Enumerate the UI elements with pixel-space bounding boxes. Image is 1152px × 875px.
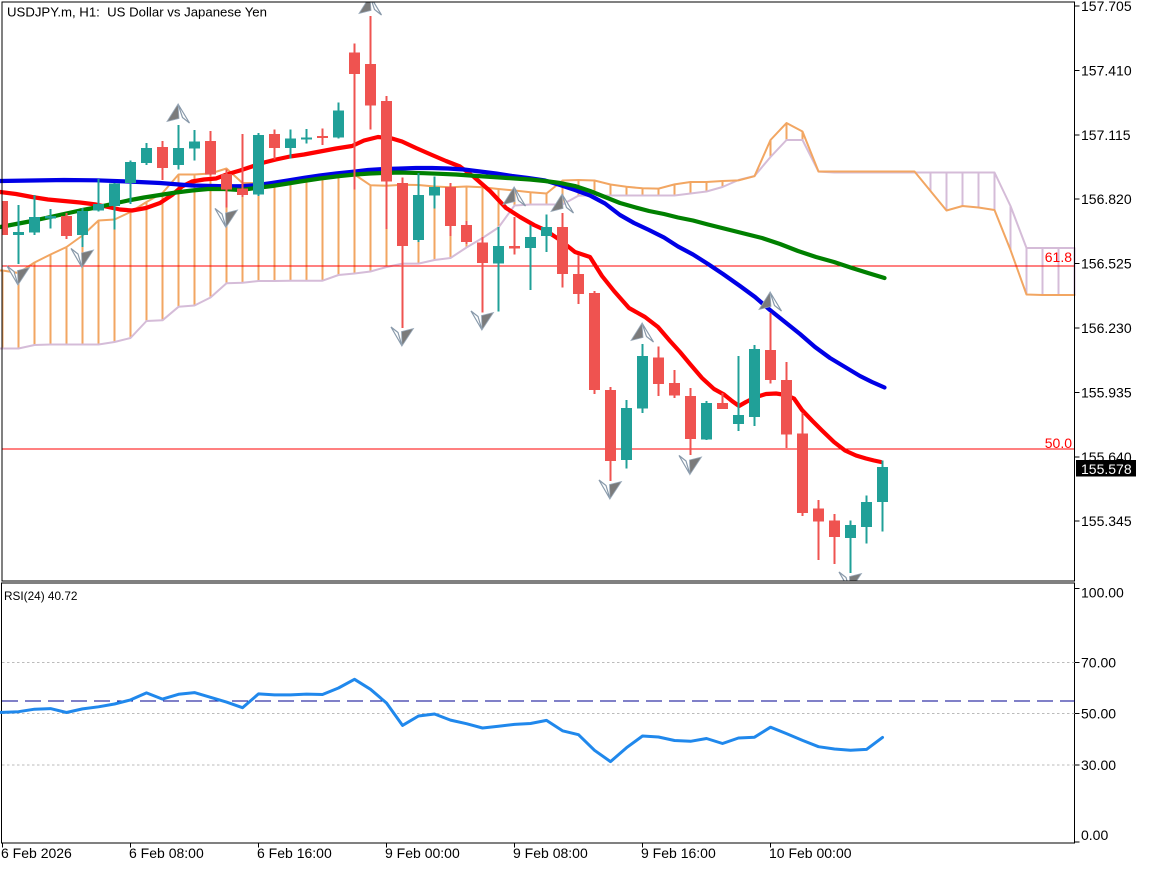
svg-text:30.00: 30.00 [1081, 757, 1116, 773]
svg-text:0.00: 0.00 [1081, 827, 1108, 843]
svg-text:156.525: 156.525 [1081, 256, 1132, 272]
svg-text:157.705: 157.705 [1081, 0, 1132, 14]
svg-text:9 Feb 00:00: 9 Feb 00:00 [385, 845, 460, 861]
svg-text:RSI(24) 40.72: RSI(24) 40.72 [4, 589, 77, 603]
svg-text:6 Feb 08:00: 6 Feb 08:00 [129, 845, 204, 861]
svg-text:157.410: 157.410 [1081, 62, 1132, 78]
svg-text:6 Feb 16:00: 6 Feb 16:00 [257, 845, 332, 861]
svg-text:50.00: 50.00 [1081, 706, 1116, 722]
svg-text:155.935: 155.935 [1081, 384, 1132, 400]
svg-text:10 Feb 00:00: 10 Feb 00:00 [769, 845, 852, 861]
svg-text:156.230: 156.230 [1081, 320, 1132, 336]
svg-text:70.00: 70.00 [1081, 654, 1116, 670]
svg-text:61.8: 61.8 [1045, 249, 1072, 265]
svg-text:156.820: 156.820 [1081, 191, 1132, 207]
svg-text:155.345: 155.345 [1081, 513, 1132, 529]
svg-text:9 Feb 16:00: 9 Feb 16:00 [641, 845, 716, 861]
svg-text:USDJPY.m, H1: US Dollar vs Ja: USDJPY.m, H1: US Dollar vs Japanese Yen [7, 5, 267, 20]
svg-text:50.0: 50.0 [1045, 435, 1072, 451]
svg-text:6 Feb 2026: 6 Feb 2026 [1, 845, 72, 861]
svg-text:155.578: 155.578 [1081, 461, 1132, 477]
svg-text:157.115: 157.115 [1081, 127, 1131, 143]
svg-text:9 Feb 08:00: 9 Feb 08:00 [513, 845, 588, 861]
svg-text:100.00: 100.00 [1081, 585, 1124, 601]
